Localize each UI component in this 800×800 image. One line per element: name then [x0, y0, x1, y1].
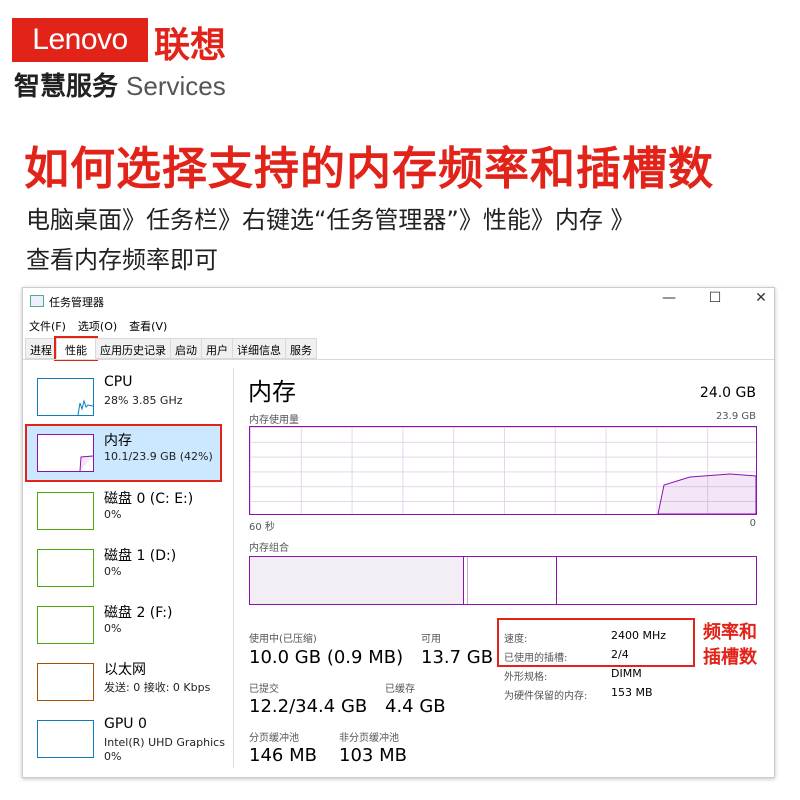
menu-bar: 文件(F) 选项(O) 查看(V) [29, 318, 179, 334]
tab-processes[interactable]: 进程 [25, 338, 57, 359]
window-title: 任务管理器 [49, 296, 104, 309]
cached-label: 已缓存 [385, 684, 415, 695]
time-right-label: 0 [749, 518, 756, 529]
gpu-value: Intel(R) UHD Graphics [104, 736, 225, 749]
nonpaged-pool-label: 非分页缓冲池 [339, 733, 399, 744]
sidebar-item-gpu[interactable]: GPU 0 Intel(R) UHD Graphics 0% [27, 712, 227, 772]
instruction-line-1: 电脑桌面》任务栏》右键选“任务管理器”》性能》内存 》 [26, 206, 635, 234]
sidebar-divider [233, 368, 234, 768]
disk0-label: 磁盘 0 (C: E:) [104, 491, 194, 507]
disk1-label: 磁盘 1 (D:) [104, 548, 177, 564]
disk0-value: 0% [104, 508, 122, 521]
sidebar-item-memory[interactable]: 内存 10.1/23.9 GB (42%) [25, 424, 222, 482]
paged-pool-value: 146 MB [249, 745, 317, 766]
tab-performance[interactable]: 性能 [54, 336, 98, 361]
time-left-label: 60 秒 [249, 522, 275, 533]
slots-value: 2/4 [611, 648, 629, 661]
nonpaged-pool-value: 103 MB [339, 745, 407, 766]
form-factor-label: 外形规格: [504, 672, 548, 683]
title-bar: 任务管理器 — ☐ ✕ [23, 288, 774, 314]
annotation: 频率和 插槽数 [703, 620, 757, 670]
cpu-value: 28% 3.85 GHz [104, 394, 183, 407]
speed-slots-highlight [497, 618, 695, 667]
service-en: Services [126, 71, 226, 101]
headline: 如何选择支持的内存频率和插槽数 [24, 142, 715, 195]
disk1-value: 0% [104, 565, 122, 578]
in-use-segment [250, 557, 464, 604]
gpu-thumbnail [37, 720, 94, 758]
menu-file[interactable]: 文件(F) [29, 320, 66, 333]
available-label: 可用 [421, 634, 441, 645]
disk0-thumbnail [37, 492, 94, 530]
composition-label: 内存组合 [249, 543, 289, 554]
speed-value: 2400 MHz [611, 629, 667, 642]
memory-value: 10.1/23.9 GB (42%) [104, 450, 213, 463]
usage-max: 23.9 GB [715, 411, 756, 422]
tab-divider [23, 359, 774, 360]
disk2-thumbnail [37, 606, 94, 644]
instruction-line-2: 查看内存频率即可 [26, 246, 218, 274]
tab-services[interactable]: 服务 [285, 338, 317, 359]
memory-usage-graph [249, 426, 757, 515]
close-button[interactable]: ✕ [755, 290, 767, 306]
paged-pool-label: 分页缓冲池 [249, 733, 299, 744]
tab-startup[interactable]: 启动 [170, 338, 202, 359]
in-use-value: 10.0 GB (0.9 MB) [249, 647, 404, 668]
reserved-value: 153 MB [611, 686, 653, 699]
ethernet-value: 发送: 0 接收: 0 Kbps [104, 681, 211, 694]
lenovo-logo-cn: 联想 [154, 25, 227, 66]
modified-segment [467, 557, 468, 604]
service-cn: 智慧服务 [14, 72, 119, 102]
tab-bar: 进程 性能 应用历史记录 启动 用户 详细信息 服务 [25, 336, 317, 361]
annotation-line-1: 频率和 [703, 622, 757, 643]
sidebar-item-disk1[interactable]: 磁盘 1 (D:) 0% [27, 541, 227, 595]
ethernet-thumbnail [37, 663, 94, 701]
menu-view[interactable]: 查看(V) [129, 320, 168, 333]
tab-details[interactable]: 详细信息 [232, 338, 286, 359]
form-factor-value: DIMM [611, 667, 642, 680]
menu-options[interactable]: 选项(O) [77, 320, 118, 333]
reserved-label: 为硬件保留的内存: [504, 691, 588, 702]
cpu-thumbnail [37, 378, 94, 416]
task-manager-window: 任务管理器 — ☐ ✕ 文件(F) 选项(O) 查看(V) 进程 性能 应用历史记录… [22, 287, 775, 778]
slots-label: 已使用的插槽: [504, 653, 568, 664]
gpu-label: GPU 0 [104, 716, 147, 732]
standby-segment [556, 557, 557, 604]
cached-value: 4.4 GB [385, 696, 446, 717]
memory-title: 内存 [248, 378, 296, 406]
available-value: 13.7 GB [421, 647, 494, 668]
memory-composition-bar [249, 556, 757, 605]
sidebar-item-ethernet[interactable]: 以太网 发送: 0 接收: 0 Kbps [27, 655, 227, 709]
speed-label: 速度: [504, 634, 528, 645]
sidebar-item-cpu[interactable]: CPU 28% 3.85 GHz [27, 370, 227, 424]
cpu-label: CPU [104, 374, 133, 390]
memory-thumbnail [37, 434, 94, 472]
committed-label: 已提交 [249, 684, 279, 695]
gpu-usage: 0% [104, 750, 122, 763]
usage-label: 内存使用量 [249, 415, 299, 426]
disk2-value: 0% [104, 622, 122, 635]
tab-users[interactable]: 用户 [201, 338, 233, 359]
ethernet-label: 以太网 [104, 662, 146, 678]
tab-app-history[interactable]: 应用历史记录 [95, 338, 171, 359]
memory-label: 内存 [104, 433, 132, 449]
service-brand: 智慧服务 Services [14, 66, 226, 103]
disk1-thumbnail [37, 549, 94, 587]
sidebar-item-disk0[interactable]: 磁盘 0 (C: E:) 0% [27, 484, 227, 538]
lenovo-logo: Lenovo [12, 18, 148, 62]
memory-usage-line [657, 473, 756, 514]
in-use-label: 使用中(已压缩) [249, 634, 317, 645]
memory-total: 24.0 GB [699, 385, 756, 401]
sidebar-item-disk2[interactable]: 磁盘 2 (F:) 0% [27, 598, 227, 652]
committed-value: 12.2/34.4 GB [249, 696, 368, 717]
maximize-button[interactable]: ☐ [708, 290, 722, 306]
minimize-button[interactable]: — [662, 290, 676, 306]
disk2-label: 磁盘 2 (F:) [104, 605, 173, 621]
annotation-line-2: 插槽数 [703, 647, 757, 668]
task-manager-icon [30, 295, 44, 307]
